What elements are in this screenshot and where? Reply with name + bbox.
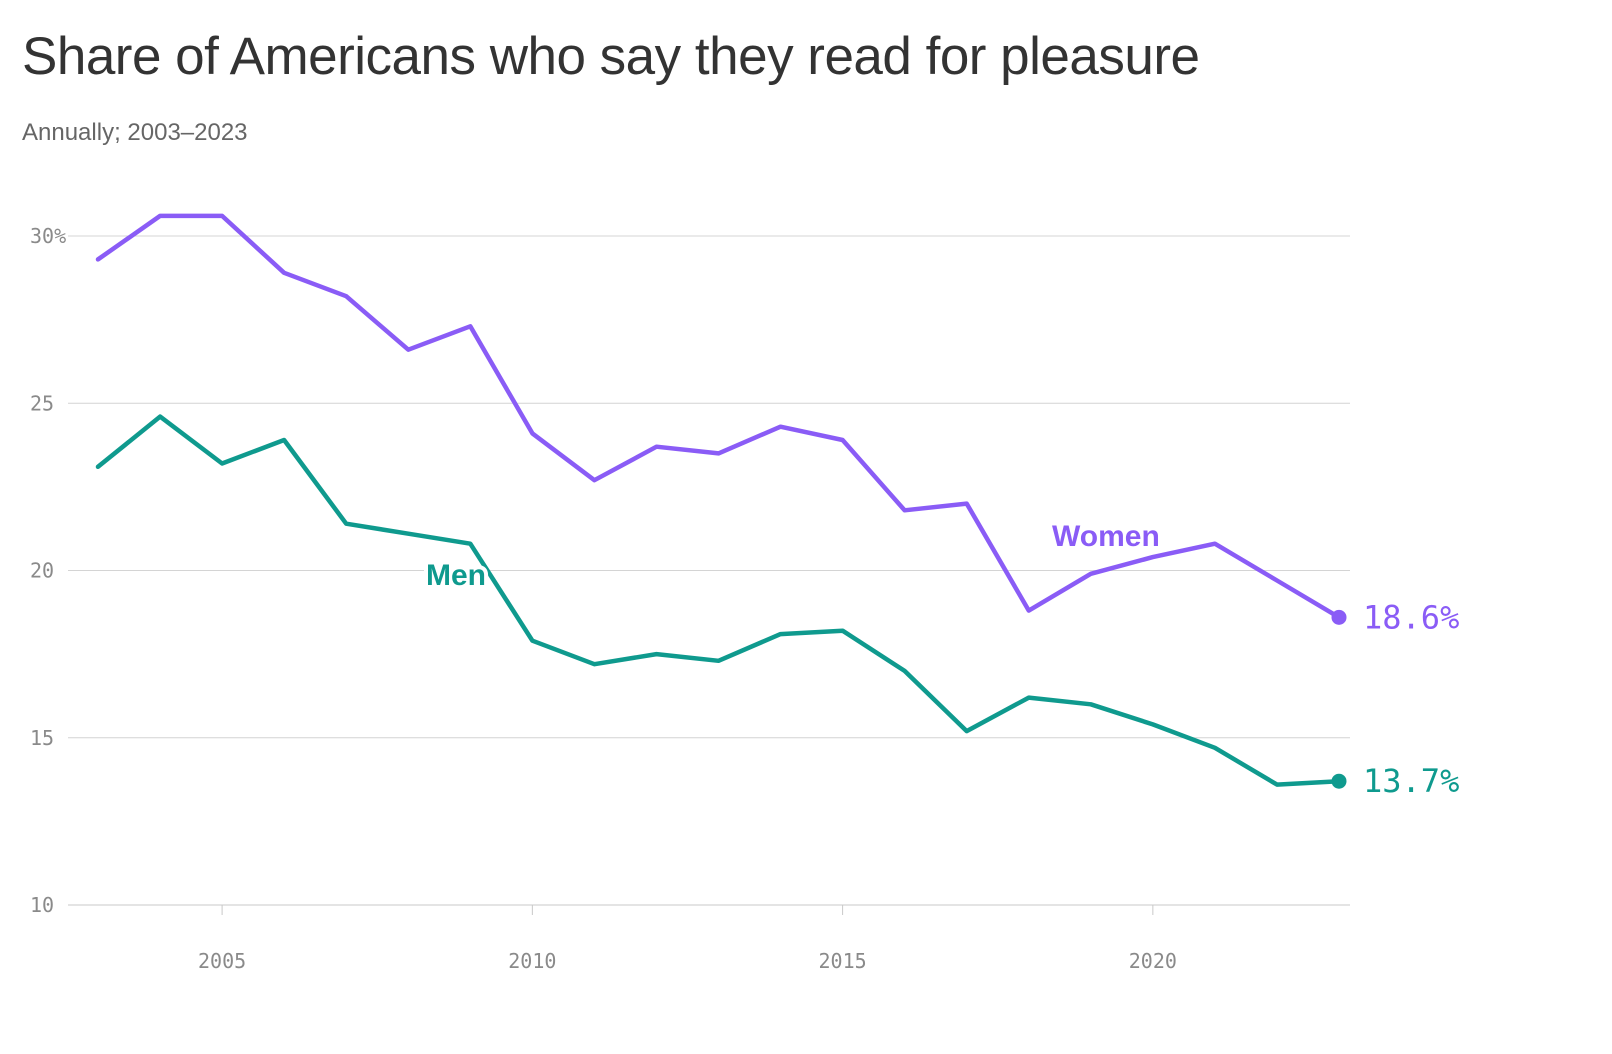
- chart-subtitle: Annually; 2003–2023: [22, 119, 248, 146]
- y-tick-label: 10: [30, 893, 54, 917]
- end-value-label-men: 13.7%: [1363, 762, 1459, 800]
- end-point-women: [1331, 609, 1347, 625]
- y-tick-label: 20: [30, 559, 54, 583]
- gridlines: 10 15 20 25 30%: [30, 224, 1350, 917]
- x-tick-label: 2005: [198, 949, 246, 973]
- series-line-men: [95, 414, 1342, 787]
- x-tick-label: 2015: [819, 949, 867, 973]
- end-value-label-women: 18.6%: [1363, 598, 1459, 636]
- chart-title: Share of Americans who say they read for…: [22, 27, 1200, 86]
- y-tick-label: 30%: [30, 224, 66, 248]
- series-name-label-women: Women: [1052, 520, 1160, 553]
- y-tick-label: 25: [30, 391, 54, 415]
- end-point-men: [1331, 773, 1347, 789]
- x-axis: 2005 2010 2015 2020: [68, 904, 1350, 973]
- series-name-label-men: Men: [426, 559, 486, 592]
- x-tick-label: 2010: [508, 949, 556, 973]
- y-tick-label: 15: [30, 726, 54, 750]
- series-name-halo-men: Men: [426, 559, 486, 592]
- x-tick-label: 2020: [1129, 949, 1177, 973]
- series-lines: [95, 213, 1347, 789]
- series-line-women: [95, 213, 1342, 620]
- series-name-halo-women: Women: [1052, 520, 1160, 553]
